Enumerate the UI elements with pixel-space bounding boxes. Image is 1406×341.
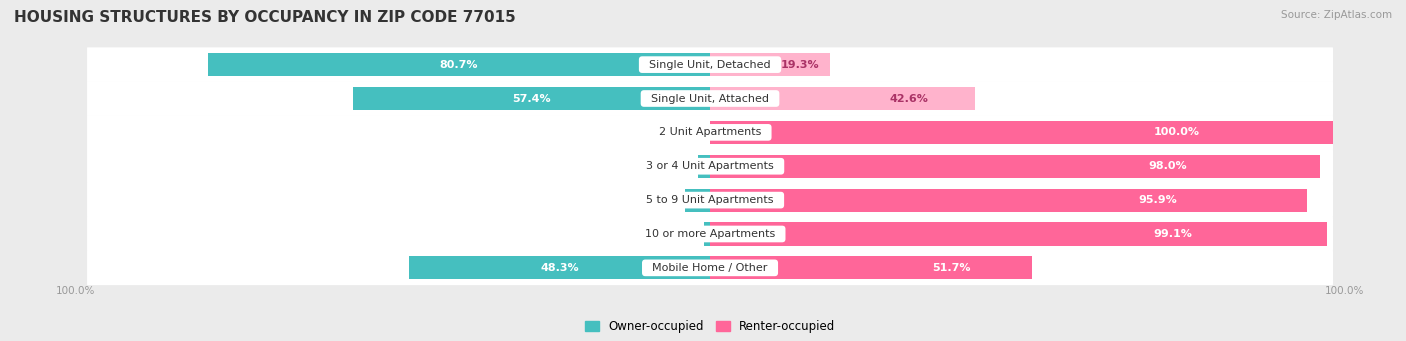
FancyBboxPatch shape xyxy=(87,183,1333,218)
Bar xyxy=(409,256,710,279)
Text: 4.1%: 4.1% xyxy=(650,195,678,205)
Text: 57.4%: 57.4% xyxy=(512,93,551,104)
Text: 98.0%: 98.0% xyxy=(1149,161,1187,171)
Bar xyxy=(710,189,1308,212)
Text: Mobile Home / Other: Mobile Home / Other xyxy=(645,263,775,273)
Text: 0.91%: 0.91% xyxy=(662,229,699,239)
Text: 95.9%: 95.9% xyxy=(1139,195,1177,205)
Text: 48.3%: 48.3% xyxy=(540,263,579,273)
FancyBboxPatch shape xyxy=(87,251,1333,285)
Bar xyxy=(710,87,976,110)
Bar xyxy=(353,87,710,110)
Text: 51.7%: 51.7% xyxy=(932,263,970,273)
Text: Source: ZipAtlas.com: Source: ZipAtlas.com xyxy=(1281,10,1392,20)
Text: 42.6%: 42.6% xyxy=(890,93,928,104)
Text: HOUSING STRUCTURES BY OCCUPANCY IN ZIP CODE 77015: HOUSING STRUCTURES BY OCCUPANCY IN ZIP C… xyxy=(14,10,516,25)
Text: 100.0%: 100.0% xyxy=(56,286,96,296)
Bar xyxy=(685,189,710,212)
Text: 2 Unit Apartments: 2 Unit Apartments xyxy=(652,128,768,137)
Text: 2.0%: 2.0% xyxy=(664,161,692,171)
Bar xyxy=(208,53,710,76)
FancyBboxPatch shape xyxy=(87,115,1333,150)
Text: 100.0%: 100.0% xyxy=(1324,286,1364,296)
Bar xyxy=(710,53,830,76)
Bar xyxy=(710,121,1333,144)
Text: 3 or 4 Unit Apartments: 3 or 4 Unit Apartments xyxy=(640,161,780,171)
Text: 100.0%: 100.0% xyxy=(1154,128,1201,137)
Text: Single Unit, Detached: Single Unit, Detached xyxy=(643,60,778,70)
Text: 99.1%: 99.1% xyxy=(1153,229,1192,239)
FancyBboxPatch shape xyxy=(87,149,1333,183)
Bar xyxy=(704,222,710,246)
Bar xyxy=(710,155,1320,178)
Text: 0.0%: 0.0% xyxy=(675,128,704,137)
Text: 5 to 9 Unit Apartments: 5 to 9 Unit Apartments xyxy=(640,195,780,205)
Bar xyxy=(710,256,1032,279)
FancyBboxPatch shape xyxy=(87,47,1333,82)
Text: Single Unit, Attached: Single Unit, Attached xyxy=(644,93,776,104)
Bar xyxy=(697,155,710,178)
Text: 19.3%: 19.3% xyxy=(780,60,820,70)
Legend: Owner-occupied, Renter-occupied: Owner-occupied, Renter-occupied xyxy=(585,320,835,333)
FancyBboxPatch shape xyxy=(87,81,1333,116)
Text: 10 or more Apartments: 10 or more Apartments xyxy=(638,229,782,239)
Bar xyxy=(710,222,1327,246)
Text: 80.7%: 80.7% xyxy=(440,60,478,70)
FancyBboxPatch shape xyxy=(87,217,1333,251)
